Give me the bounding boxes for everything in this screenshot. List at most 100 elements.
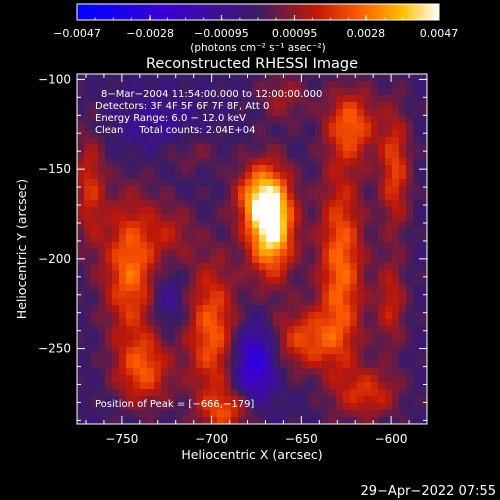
heatmap-cell: [273, 403, 281, 411]
heatmap-cell: [252, 291, 260, 299]
heatmap-cell: [252, 263, 260, 271]
heatmap-cell: [175, 102, 183, 110]
heatmap-cell: [301, 347, 309, 355]
heatmap-cell: [287, 130, 295, 138]
heatmap-cell: [189, 165, 197, 173]
heatmap-cell: [105, 200, 113, 208]
heatmap-cell: [231, 284, 239, 292]
heatmap-cell: [217, 263, 225, 271]
heatmap-cell: [175, 396, 183, 404]
heatmap-cell: [189, 158, 197, 166]
heatmap-cell: [98, 228, 106, 236]
heatmap-cell: [84, 312, 92, 320]
heatmap-cell: [84, 165, 92, 173]
heatmap-cell: [322, 228, 330, 236]
heatmap-cell: [105, 95, 113, 103]
heatmap-cell: [147, 291, 155, 299]
heatmap-cell: [364, 375, 372, 383]
heatmap-cell: [413, 214, 421, 222]
heatmap-cell: [266, 116, 274, 124]
heatmap-cell: [245, 333, 253, 341]
heatmap-cell: [385, 130, 393, 138]
heatmap-cell: [105, 270, 113, 278]
heatmap-cell: [196, 214, 204, 222]
heatmap-cell: [140, 312, 148, 320]
heatmap-cell: [315, 179, 323, 187]
heatmap-cell: [399, 200, 407, 208]
heatmap-cell: [371, 130, 379, 138]
heatmap-cell: [287, 417, 295, 424]
heatmap-cell: [294, 207, 302, 215]
heatmap-cell: [406, 256, 414, 264]
heatmap-cell: [189, 305, 197, 313]
heatmap-cell: [161, 256, 169, 264]
heatmap-cell: [98, 214, 106, 222]
heatmap-cell: [175, 109, 183, 117]
heatmap-cell: [280, 284, 288, 292]
heatmap-cell: [175, 179, 183, 187]
heatmap-cell: [294, 291, 302, 299]
heatmap-cell: [84, 333, 92, 341]
heatmap-cell: [168, 95, 176, 103]
heatmap-cell: [280, 340, 288, 348]
heatmap-cell: [203, 151, 211, 159]
heatmap-cell: [84, 340, 92, 348]
heatmap-cell: [91, 179, 99, 187]
heatmap-cell: [126, 228, 134, 236]
heatmap-cell: [364, 95, 372, 103]
heatmap-cell: [294, 193, 302, 201]
heatmap-cell: [266, 256, 274, 264]
heatmap-cell: [280, 165, 288, 173]
heatmap-cell: [84, 221, 92, 229]
heatmap-cell: [357, 410, 365, 418]
heatmap-cell: [322, 151, 330, 159]
heatmap-cell: [350, 354, 358, 362]
heatmap-cell: [406, 137, 414, 145]
heatmap-cell: [126, 284, 134, 292]
heatmap-cell: [259, 74, 267, 82]
heatmap-cell: [392, 116, 400, 124]
heatmap-cell: [210, 326, 218, 334]
heatmap-cell: [364, 123, 372, 131]
heatmap-cell: [378, 305, 386, 313]
heatmap-cell: [287, 305, 295, 313]
heatmap-cell: [224, 319, 232, 327]
heatmap-cell: [329, 207, 337, 215]
heatmap-cell: [350, 88, 358, 96]
heatmap-cell: [287, 144, 295, 152]
heatmap-cell: [322, 417, 330, 424]
heatmap-cell: [301, 123, 309, 131]
heatmap-cell: [266, 417, 274, 424]
heatmap-cell: [224, 340, 232, 348]
heatmap-cell: [350, 235, 358, 243]
heatmap-cell: [91, 200, 99, 208]
heatmap-cell: [161, 102, 169, 110]
heatmap-cell: [196, 172, 204, 180]
heatmap-cell: [147, 186, 155, 194]
heatmap-cell: [294, 109, 302, 117]
heatmap-cell: [413, 144, 421, 152]
heatmap-cell: [147, 123, 155, 131]
heatmap-cell: [294, 298, 302, 306]
heatmap-cell: [259, 417, 267, 424]
heatmap-cell: [308, 200, 316, 208]
heatmap-cell: [168, 291, 176, 299]
heatmap-cell: [350, 375, 358, 383]
heatmap-cell: [329, 81, 337, 89]
heatmap-cell: [364, 361, 372, 369]
heatmap-cell: [231, 368, 239, 376]
heatmap-cell: [406, 130, 414, 138]
heatmap-cell: [84, 417, 92, 424]
heatmap-cell: [259, 368, 267, 376]
heatmap-cell: [385, 228, 393, 236]
heatmap-cell: [259, 151, 267, 159]
heatmap-cell: [238, 144, 246, 152]
heatmap-cell: [371, 354, 379, 362]
heatmap-cell: [350, 319, 358, 327]
heatmap-cell: [224, 361, 232, 369]
heatmap-cell: [91, 256, 99, 264]
heatmap-cell: [154, 151, 162, 159]
heatmap-cell: [399, 291, 407, 299]
heatmap-cell: [147, 396, 155, 404]
heatmap-cell: [413, 354, 421, 362]
